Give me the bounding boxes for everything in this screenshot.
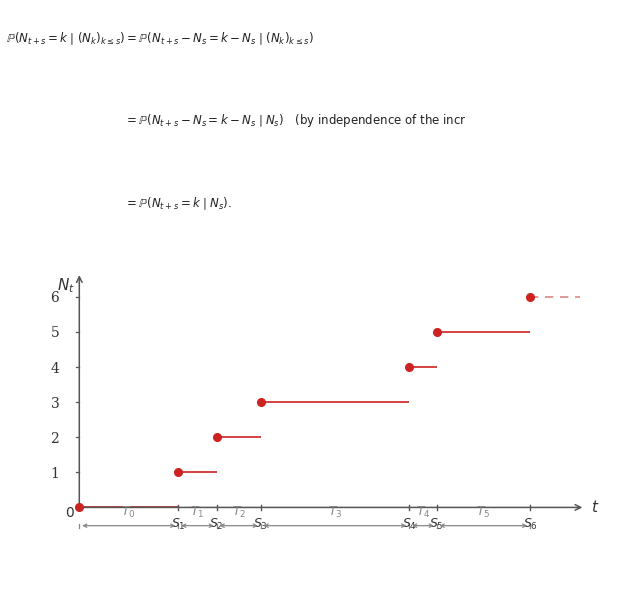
Text: $T_4$: $T_4$ [415, 505, 430, 520]
Text: $= \mathbb{P}(N_{t+s} = k \mid N_s).$: $= \mathbb{P}(N_{t+s} = k \mid N_s).$ [124, 195, 232, 212]
Text: $T_1$: $T_1$ [191, 505, 205, 520]
Text: $t$: $t$ [591, 499, 599, 515]
Text: $S_5$: $S_5$ [429, 517, 444, 533]
Text: $\mathbb{P}(N_{t+s} = k \mid (N_k)_{k\leq s}) = \mathbb{P}(N_{t+s} - N_s = k - N: $\mathbb{P}(N_{t+s} = k \mid (N_k)_{k\le… [6, 30, 314, 46]
Text: $= \mathbb{P}(N_{t+s} - N_s = k - N_s \mid N_s)\quad\text{(by independence of th: $= \mathbb{P}(N_{t+s} - N_s = k - N_s \m… [124, 112, 467, 130]
Text: $S_3$: $S_3$ [253, 517, 268, 533]
Text: $T_3$: $T_3$ [328, 505, 342, 520]
Text: $T_0$: $T_0$ [122, 505, 136, 520]
Text: $T_5$: $T_5$ [476, 505, 491, 520]
Text: $S_4$: $S_4$ [402, 517, 417, 533]
Text: $0$: $0$ [65, 506, 75, 520]
Text: $S_1$: $S_1$ [171, 517, 186, 533]
Text: $S_2$: $S_2$ [209, 517, 224, 533]
Text: $S_6$: $S_6$ [523, 517, 538, 533]
Text: $N_t$: $N_t$ [57, 276, 75, 295]
Text: $T_2$: $T_2$ [232, 505, 246, 520]
